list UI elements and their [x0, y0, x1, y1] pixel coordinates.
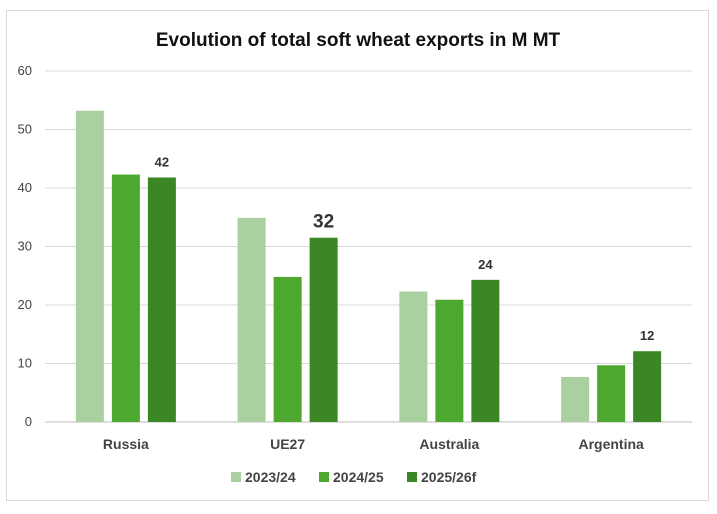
bar — [633, 351, 662, 422]
bar — [147, 177, 176, 422]
bar — [435, 299, 464, 422]
bar — [561, 376, 590, 422]
legend-swatch — [231, 472, 241, 482]
bar — [471, 279, 500, 422]
y-tick-label: 0 — [25, 414, 32, 429]
bar — [309, 237, 338, 422]
bar — [75, 110, 104, 422]
bar — [111, 174, 140, 422]
y-tick-label: 50 — [18, 122, 32, 137]
data-label: 32 — [313, 212, 334, 233]
legend-label: 2023/24 — [245, 469, 296, 485]
gridlines — [45, 70, 692, 423]
y-tick-label: 60 — [18, 63, 32, 78]
y-tick-label: 30 — [18, 239, 32, 254]
category-label: UE27 — [270, 436, 305, 452]
bar — [399, 291, 428, 422]
y-tick-label: 20 — [18, 297, 32, 312]
bar — [597, 365, 626, 422]
category-label: Australia — [419, 436, 479, 452]
category-label: Argentina — [578, 436, 644, 452]
legend-label: 2025/26f — [421, 469, 477, 485]
y-tick-label: 10 — [18, 356, 32, 371]
legend: 2023/24 2024/25 2025/26f — [231, 469, 477, 485]
bar — [237, 217, 266, 422]
data-label: 24 — [478, 257, 493, 272]
chart-title: Evolution of total soft wheat exports in… — [156, 30, 561, 51]
legend-swatch — [407, 472, 417, 482]
bar — [273, 276, 302, 422]
bars — [75, 110, 662, 422]
data-label: 12 — [640, 328, 654, 343]
y-tick-label: 40 — [18, 180, 32, 195]
category-label: Russia — [103, 436, 149, 452]
y-axis-tick-labels: 0 10 20 30 40 50 60 — [18, 63, 32, 429]
legend-label: 2024/25 — [333, 469, 384, 485]
x-axis-category-labels: Russia UE27 Australia Argentina — [103, 436, 644, 452]
legend-swatch — [319, 472, 329, 482]
data-labels: 42 32 24 12 — [155, 154, 655, 343]
data-label: 42 — [155, 154, 169, 169]
